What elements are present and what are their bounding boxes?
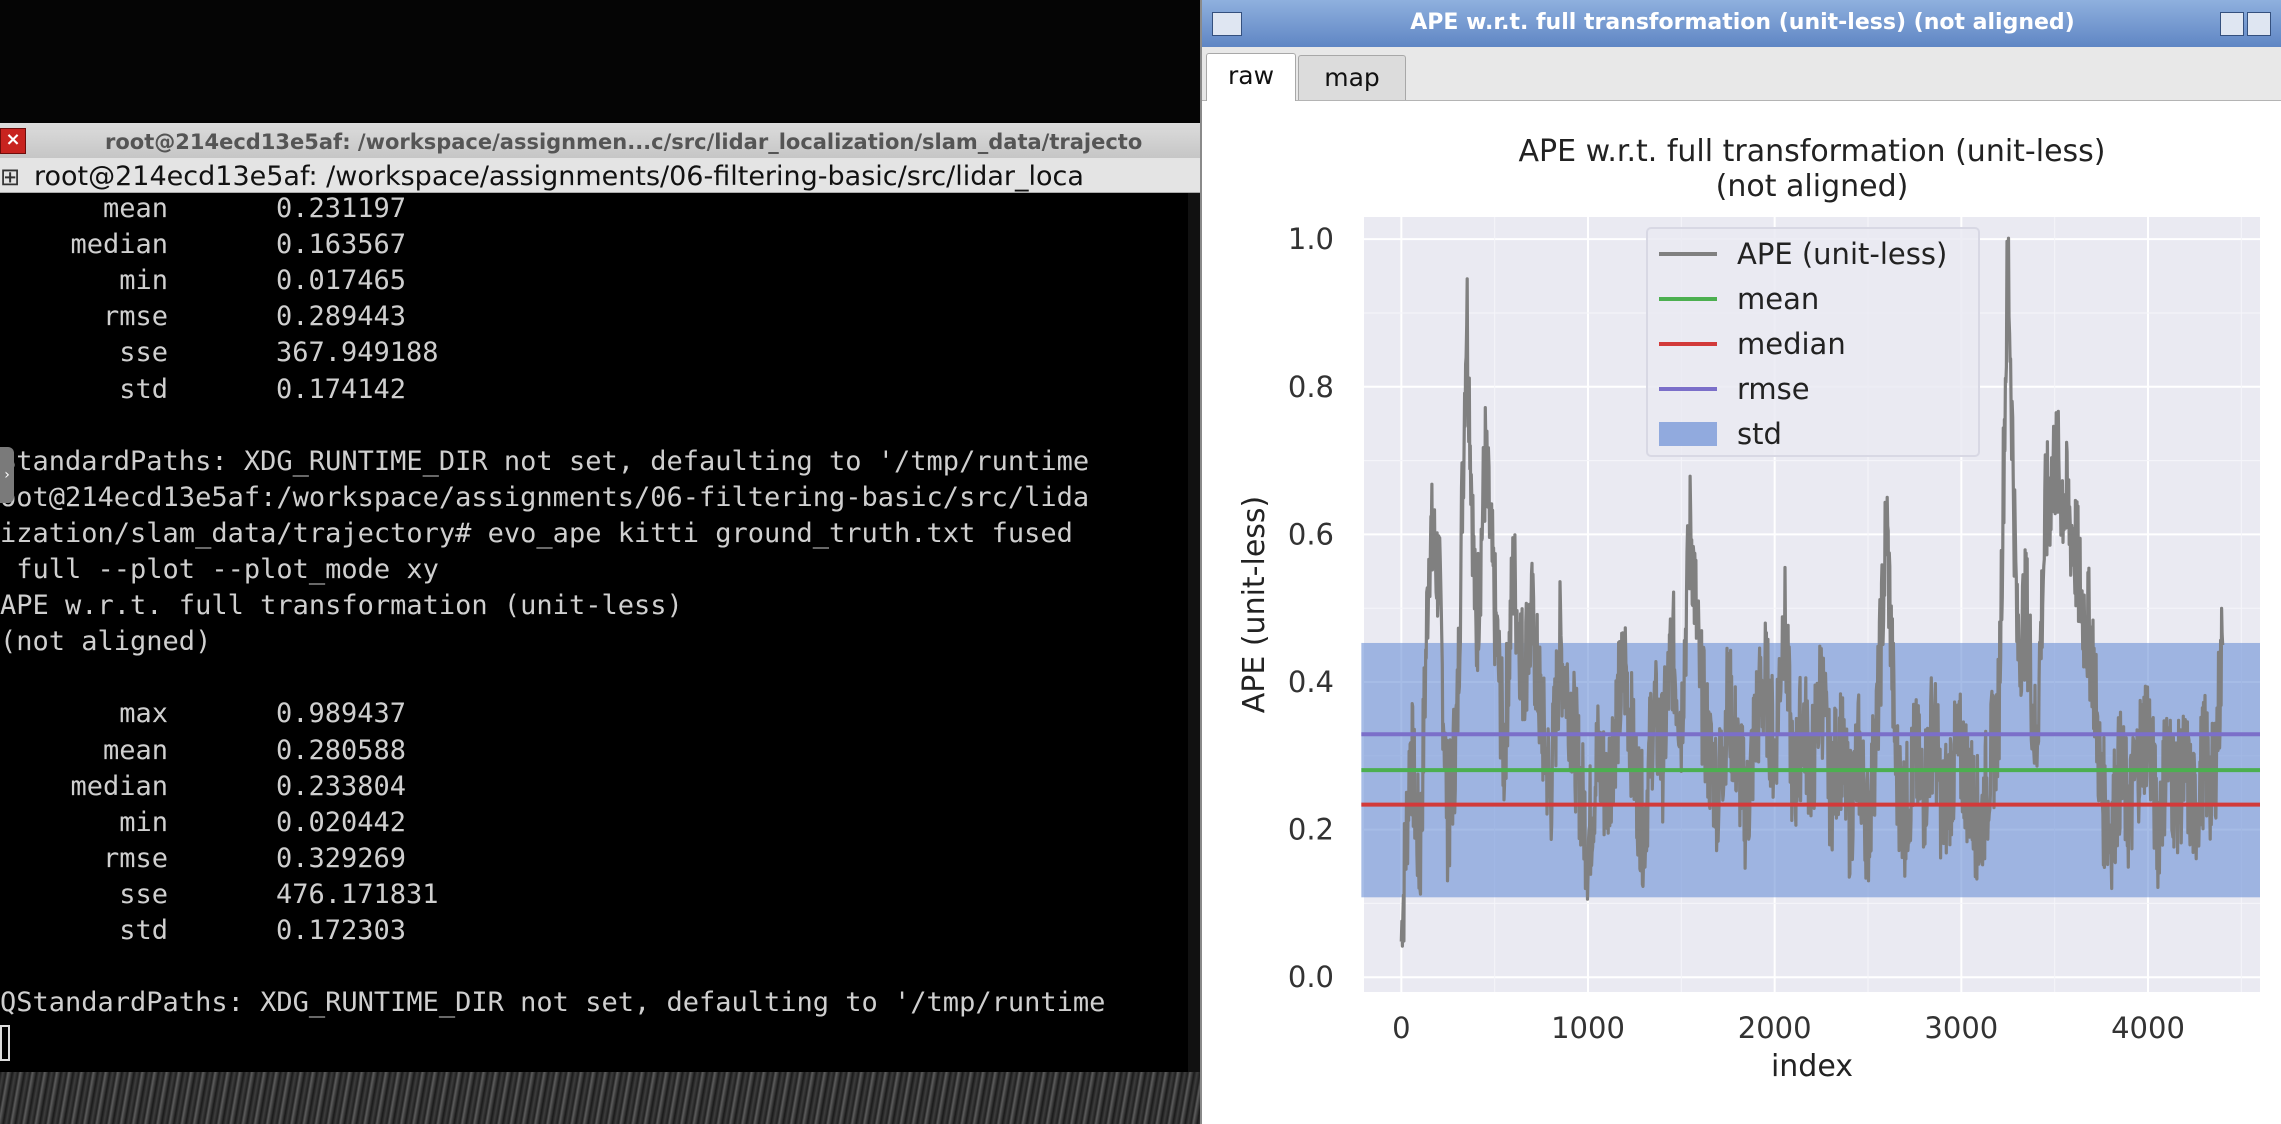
terminal-scrollbar[interactable]: [1188, 193, 1200, 1072]
legend-label: APE (unit-less): [1737, 237, 1947, 271]
plot-titlebar[interactable]: APE w.r.t. full transformation (unit-les…: [1202, 0, 2281, 48]
stat-key: min: [119, 806, 168, 838]
x-tick-label: 2000: [1738, 1011, 1812, 1045]
terminal-line: APE w.r.t. full transformation (unit-les…: [0, 590, 683, 622]
stat-key: max: [119, 698, 168, 730]
stat-value: 0.280588: [276, 734, 407, 766]
stat-value: 0.020442: [276, 806, 407, 838]
stat-value: 0.989437: [276, 698, 407, 730]
stat-key: rmse: [102, 301, 168, 333]
stat-key: std: [119, 915, 168, 946]
terminal-tab-bar[interactable]: ⊞ root@214ecd13e5af: /workspace/assignme…: [0, 158, 1200, 193]
stat-value: 0.231197: [276, 193, 407, 224]
desktop-wallpaper-strip: [0, 1072, 1200, 1124]
stat-key: median: [70, 229, 168, 261]
stat-key: median: [70, 770, 168, 802]
legend-box: [1646, 227, 1980, 457]
terminal-line: ization/slam_data/trajectory# evo_ape ki…: [0, 517, 1073, 549]
legend-label: std: [1737, 417, 1782, 451]
maximize-icon[interactable]: [2247, 12, 2271, 36]
terminal-line: full --plot --plot_mode xy: [0, 554, 439, 585]
legend-label: rmse: [1737, 372, 1810, 406]
stat-key: sse: [119, 337, 168, 369]
chart-title: APE w.r.t. full transformation (unit-les…: [1518, 134, 2105, 169]
terminal-line: QStandardPaths: XDG_RUNTIME_DIR not set,…: [0, 987, 1106, 1019]
y-tick-label: 0.4: [1288, 665, 1334, 699]
minimize-icon[interactable]: [2220, 12, 2244, 36]
plot-window-title: APE w.r.t. full transformation (unit-les…: [1410, 10, 2075, 35]
plot-window[interactable]: APE w.r.t. full transformation (unit-les…: [1200, 0, 2281, 1124]
legend-label: mean: [1737, 282, 1819, 316]
y-tick-label: 0.0: [1288, 960, 1334, 994]
stat-value: 0.174142: [276, 373, 407, 405]
x-axis-label: index: [1771, 1049, 1853, 1084]
y-axis-label: APE (unit-less): [1237, 496, 1272, 714]
x-tick-label: 4000: [2111, 1011, 2185, 1045]
ape-chart: APE w.r.t. full transformation (unit-les…: [1237, 134, 2260, 1084]
stat-key: std: [119, 373, 168, 405]
stat-value: 476.171831: [276, 878, 439, 910]
legend-label: median: [1737, 327, 1846, 361]
stat-value: 0.233804: [276, 770, 407, 802]
close-icon[interactable]: ×: [0, 128, 26, 154]
legend-swatch: [1659, 422, 1717, 446]
y-tick-label: 0.2: [1288, 813, 1334, 847]
y-tick-label: 0.6: [1288, 517, 1334, 551]
x-tick-label: 3000: [1924, 1011, 1998, 1045]
stat-value: 0.163567: [276, 229, 407, 261]
stat-key: mean: [102, 734, 168, 766]
stat-key: mean: [102, 193, 168, 224]
tab-map[interactable]: map: [1298, 55, 1406, 100]
terminal-window[interactable]: × root@214ecd13e5af: /workspace/assignme…: [0, 123, 1200, 1072]
terminal-line: StandardPaths: XDG_RUNTIME_DIR not set, …: [0, 445, 1090, 477]
terminal-icon: ⊞: [0, 163, 21, 191]
terminal-output[interactable]: mean 0.231197 median 0.163567 min 0.017465 rms…: [0, 193, 1200, 1072]
stat-value: 0.289443: [276, 301, 407, 333]
stat-key: rmse: [102, 842, 168, 874]
tab-raw[interactable]: raw: [1206, 53, 1296, 102]
plot-area: APE w.r.t. full transformation (unit-les…: [1202, 101, 2281, 1124]
plot-tab-bar: raw map: [1202, 47, 2281, 102]
window-menu-icon[interactable]: [1212, 12, 1242, 36]
terminal-title: root@214ecd13e5af: /workspace/assignmen.…: [105, 130, 1143, 154]
stat-key: sse: [119, 878, 168, 910]
terminal-line: (not aligned): [0, 626, 212, 658]
stat-value: 367.949188: [276, 337, 439, 369]
terminal-tab-label[interactable]: root@214ecd13e5af: /workspace/assignment…: [34, 161, 1084, 192]
stat-value: 0.172303: [276, 915, 407, 946]
stat-value: 0.329269: [276, 842, 407, 874]
stat-value: 0.017465: [276, 265, 407, 297]
chart-subtitle: (not aligned): [1716, 169, 1909, 204]
terminal-cursor: [0, 1025, 10, 1062]
y-tick-label: 0.8: [1288, 370, 1334, 404]
terminal-line: oot@214ecd13e5af:/workspace/assignments/…: [0, 481, 1090, 513]
side-panel-handle[interactable]: ›: [0, 447, 14, 503]
x-tick-label: 0: [1392, 1011, 1410, 1045]
y-tick-label: 1.0: [1288, 222, 1334, 256]
x-tick-label: 1000: [1551, 1011, 1625, 1045]
terminal-titlebar[interactable]: × root@214ecd13e5af: /workspace/assignme…: [0, 123, 1200, 159]
stat-key: min: [119, 265, 168, 297]
